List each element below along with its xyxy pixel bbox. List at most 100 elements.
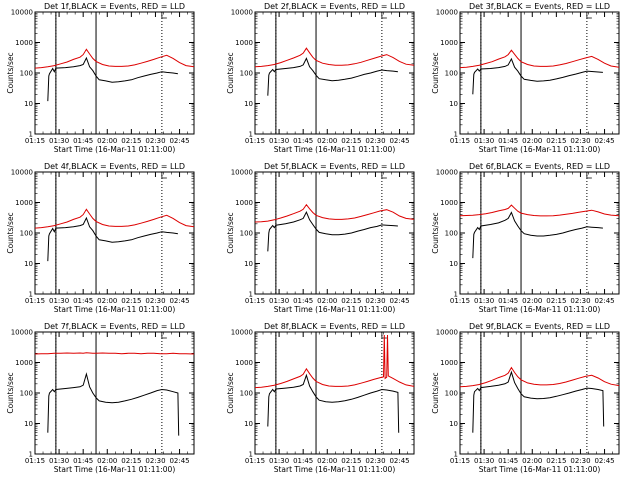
y-tick-label: 1 bbox=[454, 451, 458, 459]
x-tick-label: 01:30 bbox=[49, 297, 69, 305]
x-tick-label: 02:00 bbox=[317, 457, 337, 465]
y-axis-label: Counts/sec bbox=[226, 372, 235, 413]
x-tick-label: 01:45 bbox=[73, 137, 93, 145]
chart-panel-2: Det 2f,BLACK = Events, RED = LLD 1 10 100 10… bbox=[226, 2, 415, 154]
x-tick-label: 01:15 bbox=[245, 457, 265, 465]
y-tick-label: 100 bbox=[240, 390, 253, 398]
x-tick-label: 01:30 bbox=[474, 137, 494, 145]
chart-title: Det 2f,BLACK = Events, RED = LLD bbox=[264, 2, 405, 11]
series-line-events bbox=[267, 373, 400, 433]
y-tick-label: 1 bbox=[454, 131, 458, 139]
chart-panel-1: Det 1f,BLACK = Events, RED = LLD 1 10 100 10… bbox=[6, 2, 195, 154]
y-tick-label: 10 bbox=[24, 420, 33, 428]
x-tick-label: 02:45 bbox=[169, 137, 189, 145]
x-tick-label: 01:15 bbox=[450, 297, 470, 305]
x-tick-label: 02:15 bbox=[341, 137, 361, 145]
y-tick-label: 10 bbox=[449, 100, 458, 108]
chart-panel-7: Det 7f,BLACK = Events, RED = LLD 1 10 100 10… bbox=[6, 322, 195, 474]
y-tick-label: 10000 bbox=[11, 329, 33, 337]
y-tick-label: 10 bbox=[244, 260, 253, 268]
x-tick-label: 02:00 bbox=[522, 457, 542, 465]
series-line-lld bbox=[459, 366, 620, 388]
x-tick-label: 01:30 bbox=[474, 297, 494, 305]
x-tick-label: 02:00 bbox=[317, 297, 337, 305]
x-axis-label: Start Time (16-Mar-11 01:11:00) bbox=[274, 145, 396, 154]
chart-title: Det 6f,BLACK = Events, RED = LLD bbox=[469, 162, 610, 171]
y-tick-label: 1000 bbox=[235, 199, 253, 207]
x-tick-label: 02:00 bbox=[97, 297, 117, 305]
y-tick-label: 10 bbox=[244, 100, 253, 108]
x-tick-label: 02:30 bbox=[145, 457, 165, 465]
x-tick-label: 02:30 bbox=[145, 297, 165, 305]
x-tick-label: 02:45 bbox=[169, 457, 189, 465]
plot-frame bbox=[254, 331, 415, 455]
y-axis-label: Counts/sec bbox=[6, 52, 15, 93]
chart-title: Det 8f,BLACK = Events, RED = LLD bbox=[264, 322, 405, 331]
y-axis-label: Counts/sec bbox=[6, 372, 15, 413]
top-marker-bracket bbox=[586, 173, 592, 179]
chart-panel-4: Det 4f,BLACK = Events, RED = LLD 1 10 100 10… bbox=[6, 162, 195, 314]
x-tick-label: 02:00 bbox=[522, 137, 542, 145]
plot-frame bbox=[254, 11, 415, 135]
x-tick-label: 02:15 bbox=[341, 297, 361, 305]
x-axis-label: Start Time (16-Mar-11 01:11:00) bbox=[479, 145, 601, 154]
x-tick-label: 01:45 bbox=[73, 297, 93, 305]
y-axis-label: Counts/sec bbox=[431, 52, 440, 93]
y-tick-label: 10 bbox=[24, 100, 33, 108]
y-axis-label: Counts/sec bbox=[431, 372, 440, 413]
y-tick-label: 1 bbox=[249, 131, 253, 139]
y-tick-label: 1 bbox=[29, 131, 33, 139]
x-tick-label: 02:15 bbox=[546, 137, 566, 145]
y-tick-label: 1 bbox=[249, 291, 253, 299]
x-tick-label: 02:30 bbox=[570, 137, 590, 145]
y-axis-label: Counts/sec bbox=[431, 212, 440, 253]
y-tick-label: 100 bbox=[240, 230, 253, 238]
x-tick-label: 02:15 bbox=[546, 457, 566, 465]
top-marker-bracket bbox=[586, 13, 592, 19]
y-tick-label: 1000 bbox=[440, 39, 458, 47]
y-tick-label: 10 bbox=[449, 420, 458, 428]
x-tick-label: 01:45 bbox=[498, 137, 518, 145]
y-tick-label: 1 bbox=[454, 291, 458, 299]
y-tick-label: 1000 bbox=[15, 359, 33, 367]
y-tick-label: 100 bbox=[20, 70, 33, 78]
plot-frame bbox=[459, 331, 620, 455]
series-line-events bbox=[472, 370, 605, 433]
chart-panel-3: Det 3f,BLACK = Events, RED = LLD 1 10 100 10… bbox=[431, 2, 620, 154]
x-tick-label: 01:15 bbox=[25, 457, 45, 465]
y-tick-label: 100 bbox=[20, 390, 33, 398]
y-tick-label: 100 bbox=[445, 70, 458, 78]
chart-panel-9: Det 9f,BLACK = Events, RED = LLD 1 10 100 10… bbox=[431, 322, 620, 474]
y-tick-label: 10000 bbox=[11, 9, 33, 17]
y-tick-label: 1 bbox=[249, 451, 253, 459]
y-axis-label: Counts/sec bbox=[6, 212, 15, 253]
x-tick-label: 02:15 bbox=[546, 297, 566, 305]
x-tick-label: 02:15 bbox=[341, 457, 361, 465]
y-tick-label: 10000 bbox=[436, 169, 458, 177]
y-tick-label: 10 bbox=[24, 260, 33, 268]
x-tick-label: 01:15 bbox=[245, 137, 265, 145]
x-tick-label: 02:30 bbox=[570, 297, 590, 305]
x-tick-label: 01:30 bbox=[474, 457, 494, 465]
plot-frame bbox=[254, 171, 415, 295]
x-tick-label: 01:15 bbox=[25, 137, 45, 145]
x-tick-label: 01:45 bbox=[73, 457, 93, 465]
x-tick-label: 02:15 bbox=[121, 137, 141, 145]
x-tick-label: 02:45 bbox=[389, 137, 409, 145]
x-tick-label: 02:45 bbox=[594, 457, 614, 465]
x-tick-label: 01:30 bbox=[269, 297, 289, 305]
top-marker-bracket bbox=[161, 13, 167, 19]
y-tick-label: 10000 bbox=[11, 169, 33, 177]
y-tick-label: 10 bbox=[449, 260, 458, 268]
x-tick-label: 02:45 bbox=[169, 297, 189, 305]
x-tick-label: 02:30 bbox=[365, 457, 385, 465]
y-tick-label: 1 bbox=[29, 451, 33, 459]
series-line-events bbox=[47, 56, 178, 102]
series-line-events bbox=[47, 216, 178, 262]
plot-frame bbox=[34, 331, 195, 455]
y-tick-label: 10 bbox=[244, 420, 253, 428]
x-axis-label: Start Time (16-Mar-11 01:11:00) bbox=[479, 465, 601, 474]
x-tick-label: 02:45 bbox=[594, 137, 614, 145]
top-marker-bracket bbox=[161, 333, 167, 339]
